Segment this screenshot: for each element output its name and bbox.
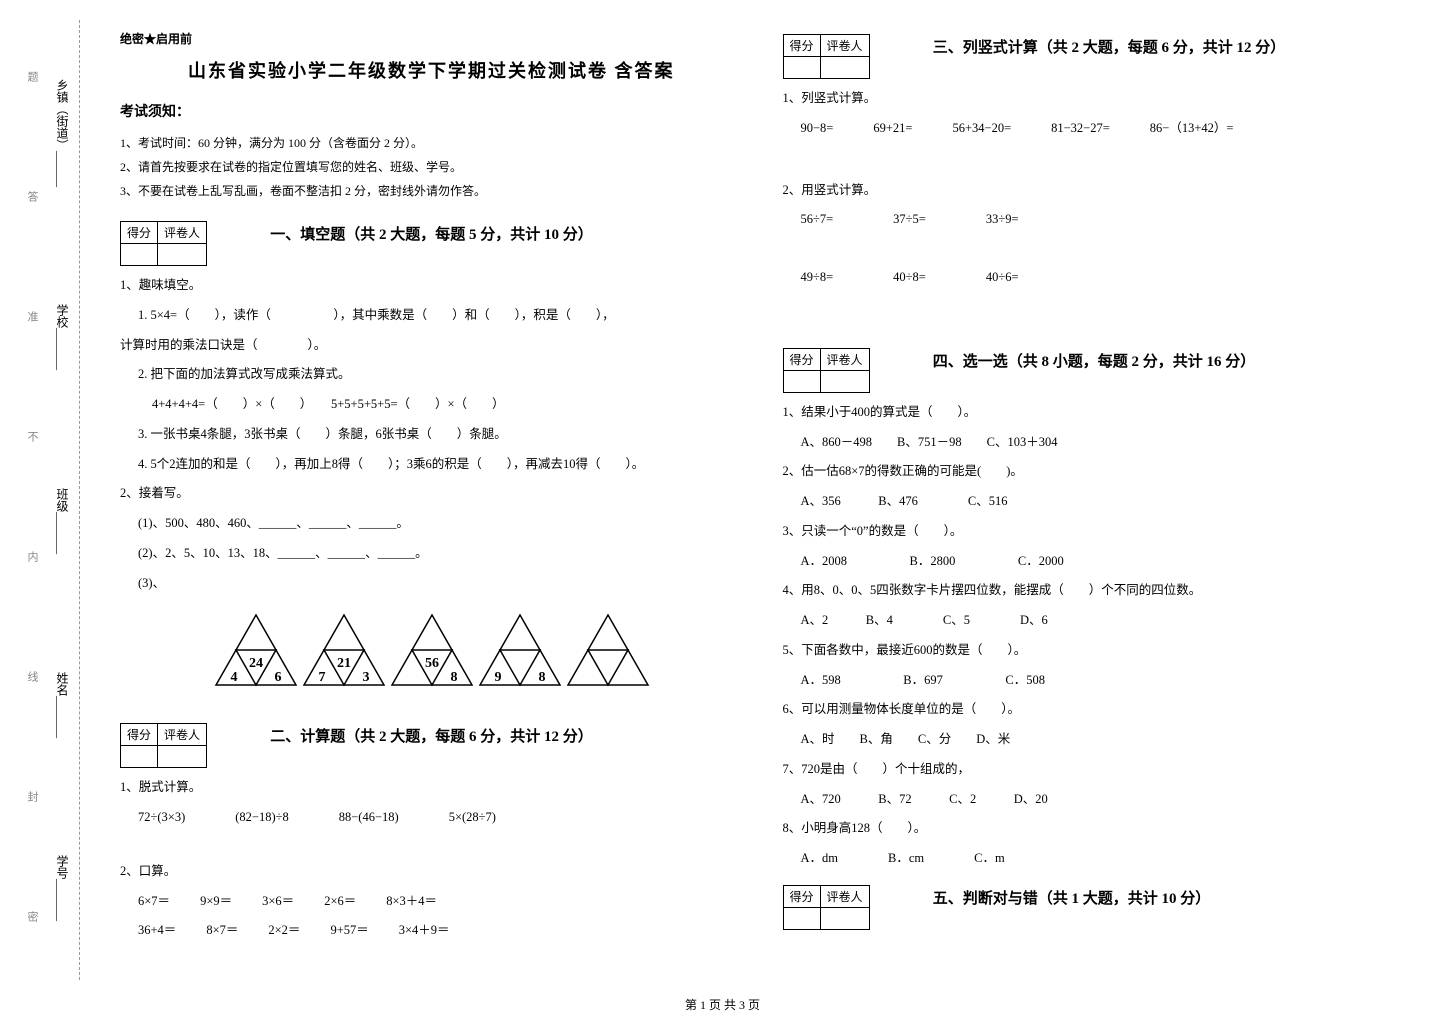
- svg-text:24: 24: [249, 656, 263, 671]
- score-box: 得分评卷人: [120, 221, 207, 266]
- s2-q1-row: 72÷(3×3) (82−18)÷8 88−(46−18) 5×(28÷7): [120, 806, 743, 830]
- q1-3: 3. 一张书桌4条腿，3张书桌（ ）条腿，6张书桌（ ）条腿。: [120, 423, 743, 447]
- s4-opts: A．2008 B．2800 C．2000: [783, 550, 1406, 574]
- svg-text:56: 56: [425, 656, 439, 671]
- q1-2a: 4+4+4+4=（ ）×（ ） 5+5+5+5+5=（ ）×（ ）: [120, 393, 743, 417]
- grader-label: 评卷人: [158, 222, 207, 244]
- s2-q2-r1: 6×7＝9×9＝3×6＝2×6＝8×3＋4＝: [120, 890, 743, 914]
- section-4-title: 四、选一选（共 8 小题，每题 2 分，共计 16 分）: [933, 344, 1256, 371]
- s2-q2: 2、口算。: [120, 860, 743, 884]
- field-id: 学号_______: [40, 855, 71, 921]
- s4-opts: A、2 B、4 C、5 D、6: [783, 609, 1406, 633]
- instructions: 1、考试时间：60 分钟，满分为 100 分（含卷面分 2 分）。 2、请首先按…: [120, 131, 743, 203]
- s4-opts: A、720 B、72 C、2 D、20: [783, 788, 1406, 812]
- s4-stem: 2、估一估68×7的得数正确的可能是( )。: [783, 460, 1406, 484]
- s4-opts: A、时 B、角 C、分 D、米: [783, 728, 1406, 752]
- s3-q2-r1: 56÷7=37÷5=33÷9=: [783, 208, 1406, 232]
- s2-q2-r2: 36+4＝8×7＝2×2＝9+57＝3×4＋9＝: [120, 919, 743, 943]
- confidential-label: 绝密★启用前: [120, 30, 743, 47]
- s3-q2-r2: 49÷8=40÷8=40÷6=: [783, 266, 1406, 290]
- field-township: 乡镇（街道）______: [40, 79, 71, 187]
- s4-stem: 4、用8、0、0、5四张数字卡片摆四位数，能摆成（ ）个不同的四位数。: [783, 579, 1406, 603]
- q2: 2、接着写。: [120, 482, 743, 506]
- section-5-title: 五、判断对与错（共 1 大题，共计 10 分）: [933, 881, 1211, 908]
- s4-stem: 6、可以用测量物体长度单位的是（ ）。: [783, 698, 1406, 722]
- score-box: 得分评卷人: [120, 723, 207, 768]
- q1-1b: 计算时用的乘法口诀是（ ）。: [120, 334, 743, 358]
- score-label: 得分: [121, 222, 158, 244]
- s2-q1: 1、脱式计算。: [120, 776, 743, 800]
- s4-opts: A、356 B、476 C、516: [783, 490, 1406, 514]
- exam-title: 山东省实验小学二年级数学下学期过关检测试卷 含答案: [120, 57, 743, 83]
- s4-opts: A．598 B．697 C．508: [783, 669, 1406, 693]
- svg-text:4: 4: [231, 670, 238, 685]
- s4-opts: A．dm B．cm C．m: [783, 847, 1406, 871]
- svg-text:8: 8: [451, 670, 458, 685]
- page-footer: 第 1 页 共 3 页: [0, 996, 1445, 1013]
- field-class: 班级_______: [40, 488, 71, 554]
- section-3-title: 三、列竖式计算（共 2 大题，每题 6 分，共计 12 分）: [933, 30, 1286, 57]
- triangle-sequence: 24 4 6 21 7 3 56 8 9 8: [120, 607, 743, 701]
- svg-text:6: 6: [275, 670, 282, 685]
- q1-2: 2. 把下面的加法算式改写成乘法算式。: [120, 363, 743, 387]
- section-2-title: 二、计算题（共 2 大题，每题 6 分，共计 12 分）: [270, 719, 593, 746]
- instruction-item: 2、请首先按要求在试卷的指定位置填写您的姓名、班级、学号。: [120, 155, 743, 179]
- s4-stem: 3、只读一个“0”的数是（ ）。: [783, 520, 1406, 544]
- s4-stem: 8、小明身高128（ ）。: [783, 817, 1406, 841]
- section-1-title: 一、填空题（共 2 大题，每题 5 分，共计 10 分）: [270, 217, 593, 244]
- q1-1: 1. 5×4=（ ），读作（ ），其中乘数是（ ）和（ ），积是（ ），: [120, 304, 743, 328]
- student-info-sidebar: 乡镇（街道）______ 学校_______ 班级_______ 姓名_____…: [40, 20, 80, 980]
- svg-text:9: 9: [495, 670, 502, 685]
- instruction-item: 3、不要在试卷上乱写乱画，卷面不整洁扣 2 分，密封线外请勿作答。: [120, 179, 743, 203]
- s4-stem: 5、下面各数中，最接近600的数是（ ）。: [783, 639, 1406, 663]
- s4-opts: A、860－498 B、751－98 C、103＋304: [783, 431, 1406, 455]
- q2-3: (3)、: [120, 572, 743, 596]
- exam-page: 绝密★启用前 山东省实验小学二年级数学下学期过关检测试卷 含答案 考试须知： 1…: [110, 0, 1445, 960]
- score-box: 得分评卷人: [783, 885, 870, 930]
- q2-2: (2)、2、5、10、13、18、______、______、______。: [120, 542, 743, 566]
- q1-4: 4. 5个2连加的和是（ ），再加上8得（ ）；3乘6的积是（ ），再减去10得…: [120, 453, 743, 477]
- q2-1: (1)、500、480、460、______、______、______。: [120, 512, 743, 536]
- q1: 1、趣味填空。: [120, 274, 743, 298]
- svg-text:7: 7: [319, 670, 326, 685]
- instruction-item: 1、考试时间：60 分钟，满分为 100 分（含卷面分 2 分）。: [120, 131, 743, 155]
- s3-q1: 1、列竖式计算。: [783, 87, 1406, 111]
- s4-stem: 7、720是由（ ）个十组成的，: [783, 758, 1406, 782]
- s3-q1-row: 90−8=69+21=56+34−20=81−32−27=86−（13+42）=: [783, 117, 1406, 141]
- field-name: 姓名_______: [40, 672, 71, 738]
- field-school: 学校_______: [40, 304, 71, 370]
- svg-text:21: 21: [337, 656, 351, 671]
- score-box: 得分评卷人: [783, 348, 870, 393]
- svg-text:8: 8: [539, 670, 546, 685]
- s4-stem: 1、结果小于400的算式是（ ）。: [783, 401, 1406, 425]
- instructions-header: 考试须知：: [120, 101, 743, 121]
- svg-text:3: 3: [363, 670, 370, 685]
- s3-q2: 2、用竖式计算。: [783, 179, 1406, 203]
- binding-note: 题 答 准 不 内 线 封 密: [20, 20, 40, 980]
- score-box: 得分评卷人: [783, 34, 870, 79]
